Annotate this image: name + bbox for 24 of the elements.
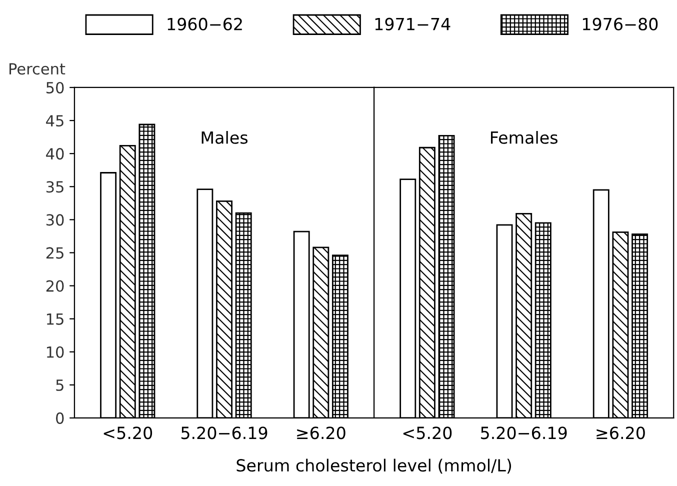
legend-label: 1976−80 [582,18,658,30]
legend-label: 1960−62 [168,18,242,30]
y-tick-label: 25 [46,247,64,259]
y-tick-label: 5 [56,380,64,391]
y-tick-label: 45 [46,115,64,127]
y-tick-label: 35 [46,181,64,193]
x-tick-label: 5.20−6.19 [481,426,567,440]
y-tick-label: 50 [46,82,64,94]
y-tick-label: 10 [46,346,64,358]
x-tick-label: ≥6.20 [596,426,645,440]
annotation: Males [202,131,248,144]
y-tick-label: 15 [46,313,64,325]
legend-label: 1971−74 [375,18,450,30]
x-tick-label: <5.20 [403,426,452,440]
y-axis-title: Percent [10,63,66,75]
x-tick-label: <5.20 [104,426,152,440]
annotation: Females [490,131,558,144]
x-tick-label: ≥6.20 [297,426,346,440]
y-tick-label: 40 [46,148,64,160]
y-tick-label: 30 [46,214,64,226]
y-tick-label: 20 [46,280,64,292]
x-tick-label: 5.20−6.19 [181,426,268,440]
x-axis-title: Serum cholesterol level (mmol/L) [236,458,512,474]
y-tick-label: 0 [56,412,64,424]
